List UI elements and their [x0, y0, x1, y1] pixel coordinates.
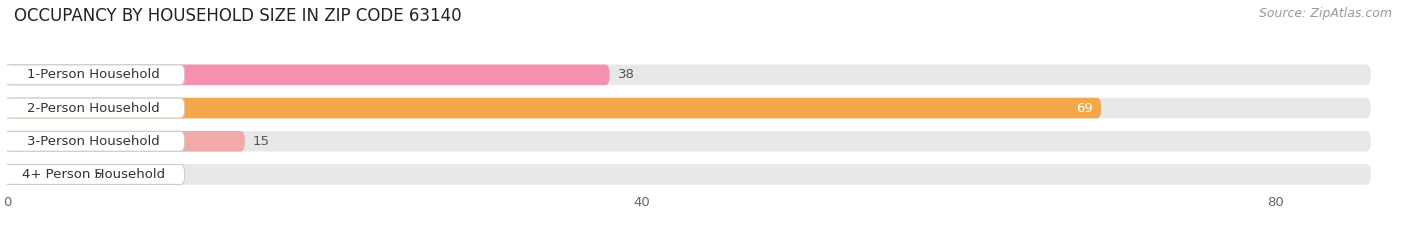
Text: 4+ Person Household: 4+ Person Household [22, 168, 165, 181]
FancyBboxPatch shape [7, 98, 1371, 118]
FancyBboxPatch shape [3, 131, 184, 151]
Text: 38: 38 [617, 68, 634, 81]
FancyBboxPatch shape [7, 65, 1371, 85]
Text: 3-Person Household: 3-Person Household [27, 135, 160, 148]
FancyBboxPatch shape [3, 98, 184, 118]
Text: 2-Person Household: 2-Person Household [27, 102, 160, 115]
Text: 5: 5 [94, 168, 103, 181]
FancyBboxPatch shape [7, 65, 610, 85]
FancyBboxPatch shape [7, 164, 86, 185]
FancyBboxPatch shape [7, 131, 245, 151]
FancyBboxPatch shape [7, 131, 1371, 151]
Text: Source: ZipAtlas.com: Source: ZipAtlas.com [1258, 7, 1392, 20]
Text: 1-Person Household: 1-Person Household [27, 68, 160, 81]
Text: OCCUPANCY BY HOUSEHOLD SIZE IN ZIP CODE 63140: OCCUPANCY BY HOUSEHOLD SIZE IN ZIP CODE … [14, 7, 461, 25]
FancyBboxPatch shape [7, 98, 1101, 118]
Text: 69: 69 [1077, 102, 1094, 115]
FancyBboxPatch shape [7, 164, 1371, 185]
Text: 15: 15 [253, 135, 270, 148]
FancyBboxPatch shape [3, 164, 184, 185]
FancyBboxPatch shape [3, 65, 184, 85]
